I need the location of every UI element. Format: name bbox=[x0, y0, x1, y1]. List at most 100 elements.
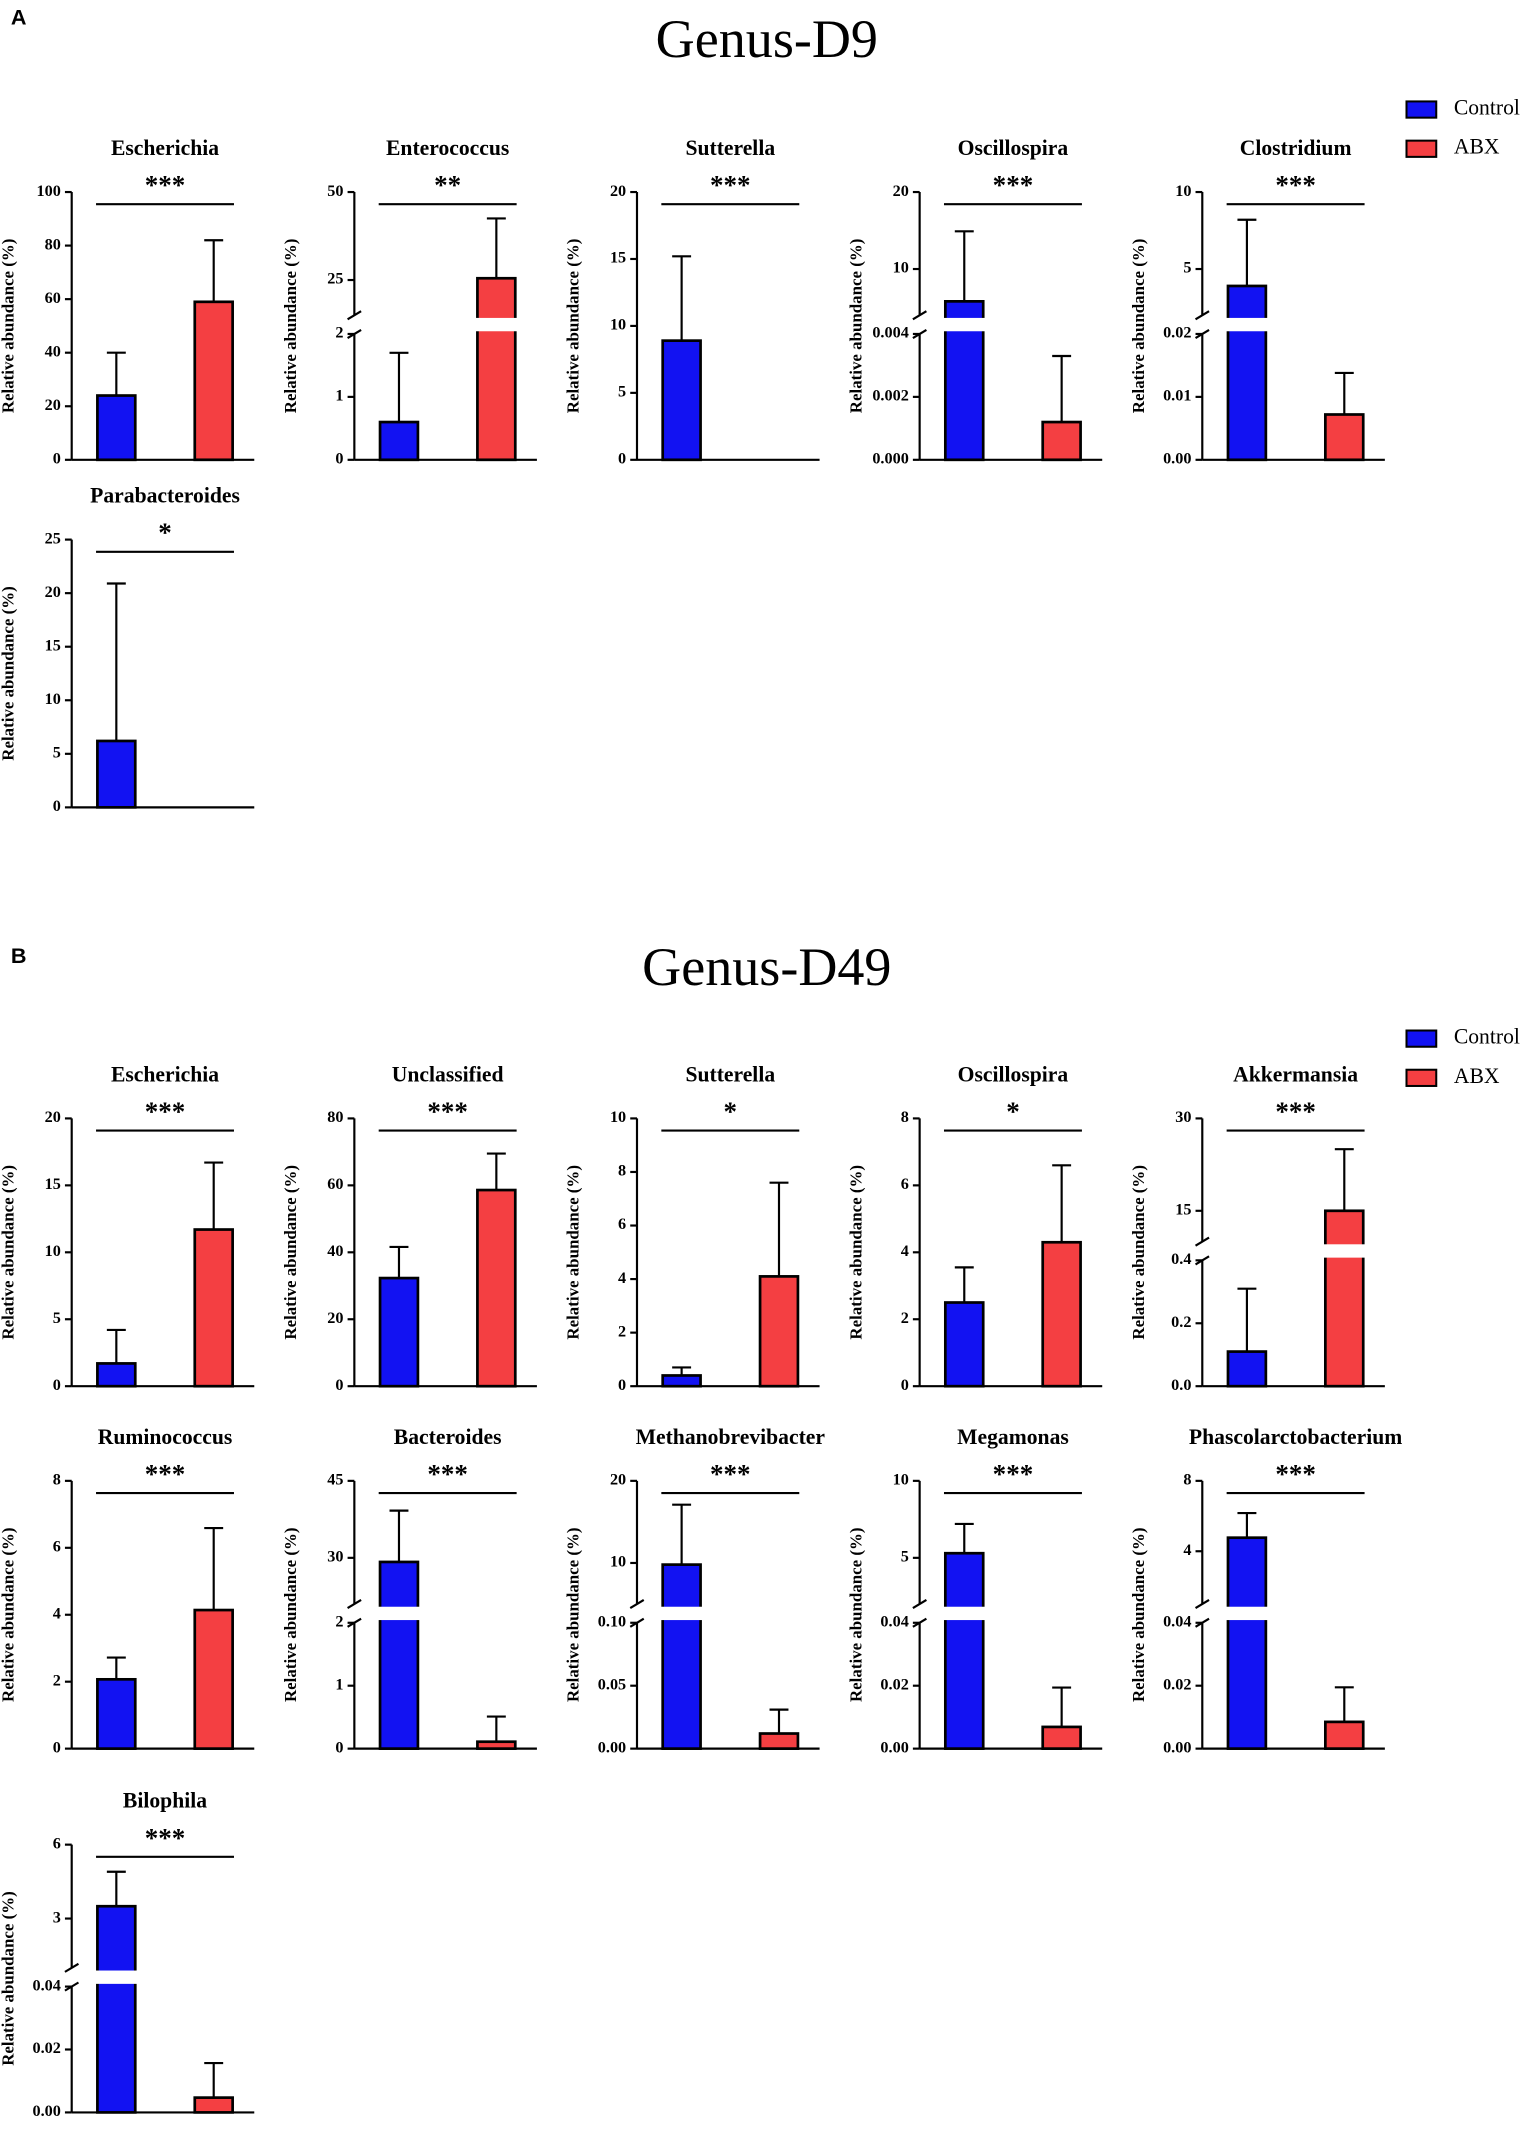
y-tick-label: 0 bbox=[53, 1376, 61, 1394]
axis-break bbox=[912, 1599, 927, 1610]
chart-title: Methanobrevibacter bbox=[636, 1425, 826, 1449]
y-tick-label: 0.02 bbox=[1163, 324, 1191, 342]
y-tick-label: 0.4 bbox=[1171, 1250, 1191, 1268]
chart-title: Oscillospira bbox=[958, 136, 1069, 160]
y-tick-label: 2 bbox=[335, 1612, 343, 1630]
y-axis-label: Relative abundance (%) bbox=[846, 239, 865, 414]
significance-label: *** bbox=[993, 170, 1034, 200]
y-axis-label: Relative abundance (%) bbox=[564, 1527, 583, 1702]
bar bbox=[943, 1301, 985, 1388]
y-tick-label: 80 bbox=[327, 1108, 343, 1126]
bar bbox=[476, 1740, 517, 1750]
bar bbox=[96, 1677, 137, 1750]
chart-title: Enterococcus bbox=[386, 136, 509, 160]
y-tick-label: 10 bbox=[45, 1242, 61, 1260]
bar bbox=[1041, 1725, 1082, 1750]
y-axis-label: Relative abundance (%) bbox=[1129, 1165, 1148, 1340]
y-tick-label: 30 bbox=[1175, 1108, 1191, 1126]
y-tick-label: 20 bbox=[610, 182, 626, 200]
y-tick-label: 60 bbox=[327, 1175, 343, 1193]
y-tick-label: 4 bbox=[1183, 1541, 1191, 1559]
axis-break bbox=[912, 310, 927, 321]
axis-break-gap bbox=[474, 317, 518, 332]
bar bbox=[1324, 1209, 1365, 1388]
y-tick-label: 15 bbox=[45, 636, 61, 654]
y-tick-label: 6 bbox=[53, 1834, 61, 1852]
chart-title: Escherichia bbox=[111, 1062, 219, 1086]
y-tick-label: 6 bbox=[53, 1538, 61, 1556]
bar bbox=[758, 1275, 800, 1388]
axis-break-gap bbox=[377, 1606, 421, 1621]
bar bbox=[1324, 413, 1365, 462]
significance-label: *** bbox=[1275, 170, 1316, 200]
y-tick-label: 4 bbox=[901, 1242, 909, 1260]
y-tick-label: 0.02 bbox=[32, 2039, 60, 2057]
y-tick-label: 25 bbox=[327, 270, 343, 288]
bar bbox=[758, 1732, 800, 1750]
legend-label: Control bbox=[1454, 1025, 1520, 1049]
bar bbox=[661, 339, 702, 462]
y-tick-label: 20 bbox=[45, 583, 61, 601]
y-tick-label: 2 bbox=[53, 1671, 61, 1689]
y-tick-label: 0.10 bbox=[598, 1612, 626, 1630]
y-tick-label: 0 bbox=[53, 1738, 61, 1756]
y-tick-label: 5 bbox=[618, 383, 626, 401]
y-tick-label: 15 bbox=[1175, 1201, 1191, 1219]
y-tick-label: 0.00 bbox=[32, 2102, 60, 2120]
bar bbox=[378, 1276, 420, 1388]
y-axis-label: Relative abundance (%) bbox=[1129, 239, 1148, 414]
y-tick-label: 0.00 bbox=[1163, 450, 1191, 468]
bar bbox=[96, 1904, 137, 2114]
significance-label: *** bbox=[710, 170, 751, 200]
y-tick-label: 0.04 bbox=[32, 1976, 60, 1994]
y-axis-label: Relative abundance (%) bbox=[281, 1527, 300, 1702]
y-tick-label: 8 bbox=[901, 1108, 909, 1126]
y-tick-label: 25 bbox=[45, 529, 61, 547]
y-tick-label: 0.2 bbox=[1171, 1313, 1191, 1331]
y-tick-label: 20 bbox=[893, 182, 909, 200]
panel-label: B bbox=[11, 943, 27, 968]
axis-break-gap bbox=[942, 317, 986, 332]
axis-break-gap bbox=[94, 1970, 138, 1984]
y-tick-label: 4 bbox=[618, 1269, 626, 1287]
y-axis-label: Relative abundance (%) bbox=[0, 1527, 17, 1702]
chart-title: Escherichia bbox=[111, 136, 219, 160]
significance-label: *** bbox=[145, 170, 186, 200]
axis-break bbox=[1194, 310, 1210, 321]
bar bbox=[943, 1551, 985, 1750]
y-tick-label: 10 bbox=[893, 259, 909, 277]
y-tick-label: 30 bbox=[327, 1548, 343, 1566]
bar bbox=[476, 276, 517, 462]
y-tick-label: 20 bbox=[610, 1471, 626, 1489]
y-tick-label: 15 bbox=[45, 1175, 61, 1193]
axis-break-gap bbox=[942, 1606, 986, 1621]
y-tick-label: 0.02 bbox=[1163, 1675, 1191, 1693]
y-tick-label: 60 bbox=[45, 289, 61, 307]
legend-swatch bbox=[1405, 1068, 1438, 1087]
chart-title: Ruminococcus bbox=[98, 1425, 233, 1449]
legend-swatch bbox=[1405, 139, 1438, 158]
axis-break bbox=[1194, 328, 1210, 339]
y-axis-label: Relative abundance (%) bbox=[281, 1165, 300, 1340]
y-tick-label: 40 bbox=[45, 342, 61, 360]
y-axis-label: Relative abundance (%) bbox=[564, 1165, 583, 1340]
axis-break-gap bbox=[1225, 1606, 1269, 1621]
significance-label: *** bbox=[1275, 1097, 1316, 1127]
y-tick-label: 0.002 bbox=[872, 387, 909, 405]
y-tick-label: 0.00 bbox=[1163, 1738, 1191, 1756]
y-tick-label: 5 bbox=[53, 744, 61, 762]
y-tick-label: 0.02 bbox=[880, 1675, 908, 1693]
y-tick-label: 10 bbox=[1175, 182, 1191, 200]
y-tick-label: 0.04 bbox=[1163, 1612, 1191, 1630]
y-tick-label: 15 bbox=[610, 249, 626, 267]
bar bbox=[1226, 1350, 1268, 1388]
chart-title: Sutterella bbox=[685, 136, 775, 160]
bar bbox=[1041, 1240, 1082, 1388]
significance-label: *** bbox=[993, 1459, 1034, 1489]
bar bbox=[193, 2096, 234, 2114]
axis-break-gap bbox=[1322, 1244, 1366, 1258]
significance-label: * bbox=[1006, 1097, 1020, 1127]
y-axis-label: Relative abundance (%) bbox=[0, 1891, 17, 2066]
bar bbox=[1226, 1536, 1268, 1750]
significance-label: * bbox=[724, 1097, 738, 1127]
